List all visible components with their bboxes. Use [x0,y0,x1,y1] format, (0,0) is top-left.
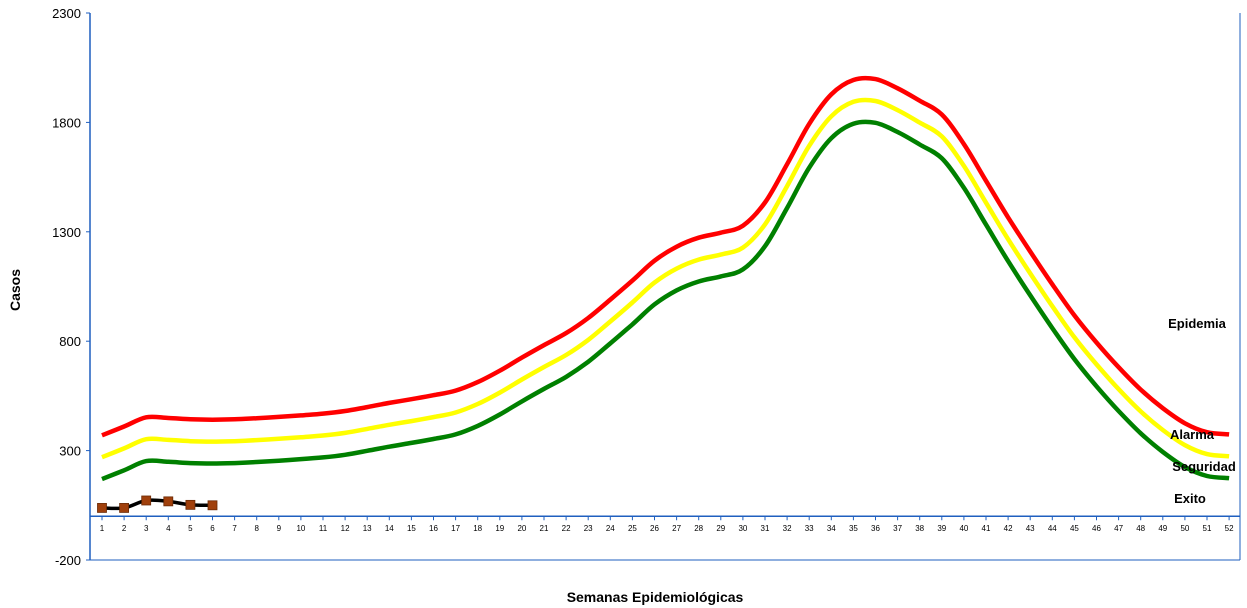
x-tick-label: 29 [716,524,725,533]
y-axis-ticks: -200 300 800 1300 1800 2300 [52,6,1240,568]
data-point-marker [141,495,152,506]
x-tick-label: 44 [1048,524,1057,533]
y-axis-title: Casos [7,269,23,311]
y-tick-label: 800 [59,334,81,349]
data-point-marker [119,503,129,513]
x-tick-label: 40 [959,524,968,533]
x-axis-title: Semanas Epidemiológicas [567,589,744,605]
x-tick-label: 20 [517,524,526,533]
x-tick-label: 15 [407,524,416,533]
x-tick-label: 50 [1180,524,1189,533]
zone-label-exito: Exito [1174,491,1206,506]
x-tick-label: 51 [1203,524,1212,533]
x-tick-label: 43 [1026,524,1035,533]
x-tick-label: 16 [429,524,438,533]
series-layer [97,75,1230,513]
plot-area [89,13,1241,560]
x-tick-label: 17 [451,524,460,533]
x-tick-label: 2 [122,524,127,533]
data-point-marker [163,496,174,507]
x-tick-label: 26 [650,524,659,533]
x-tick-label: 12 [341,524,350,533]
x-tick-label: 52 [1225,524,1234,533]
x-tick-label: 8 [254,524,259,533]
x-tick-label: 33 [805,524,814,533]
data-point-marker [207,500,218,511]
x-tick-label: 27 [672,524,681,533]
x-tick-label: 38 [915,524,924,533]
y-tick-label: -200 [55,553,81,568]
x-tick-label: 32 [783,524,792,533]
x-tick-label: 19 [495,524,504,533]
x-tick-label: 39 [937,524,946,533]
x-tick-label: 10 [296,524,305,533]
x-tick-label: 18 [473,524,482,533]
x-tick-label: 21 [540,524,549,533]
x-tick-label: 30 [738,524,747,533]
y-tick-label: 2300 [52,6,81,21]
x-tick-label: 35 [849,524,858,533]
series-line-alarma [101,97,1230,460]
x-tick-label: 11 [319,524,328,533]
x-tick-label: 42 [1004,524,1013,533]
series-line-exito [101,498,213,511]
x-tick-label: 47 [1114,524,1123,533]
x-tick-label: 23 [584,524,593,533]
zone-label-seguridad: Seguridad [1172,459,1236,474]
zone-label-epidemia: Epidemia [1168,316,1227,331]
x-tick-label: 22 [562,524,571,533]
x-tick-label: 41 [982,524,991,533]
x-tick-label: 46 [1092,524,1101,533]
x-axis-ticks: 1 2 3 4 5 6 7 8 9 10 11 12 13 14 15 16 17 18 19 20 21 22 23 24 2… [100,516,1234,533]
x-tick-label: 13 [363,524,372,533]
x-tick-label: 48 [1136,524,1145,533]
x-tick-label: 9 [277,524,282,533]
x-tick-label: 14 [385,524,394,533]
x-tick-label: 4 [166,524,171,533]
x-tick-label: 24 [606,524,615,533]
y-tick-label: 1800 [52,115,81,130]
x-tick-label: 34 [827,524,836,533]
y-tick-label: 300 [59,444,81,459]
series-line-epidemia [101,75,1230,438]
zone-label-alarma: Alarma [1170,427,1215,442]
x-tick-label: 36 [871,524,880,533]
x-tick-label: 49 [1158,524,1167,533]
x-tick-label: 28 [694,524,703,533]
x-tick-label: 1 [100,524,105,533]
y-tick-label: 1300 [52,225,81,240]
data-point-marker [97,503,107,513]
x-tick-label: 25 [628,524,637,533]
x-tick-label: 5 [188,524,193,533]
x-tick-label: 3 [144,524,149,533]
series-line-seguridad [101,119,1230,482]
x-tick-label: 31 [761,524,770,533]
x-tick-label: 6 [210,524,215,533]
x-tick-label: 45 [1070,524,1079,533]
x-tick-label: 7 [232,524,237,533]
data-point-marker [185,499,196,510]
x-tick-label: 37 [893,524,902,533]
